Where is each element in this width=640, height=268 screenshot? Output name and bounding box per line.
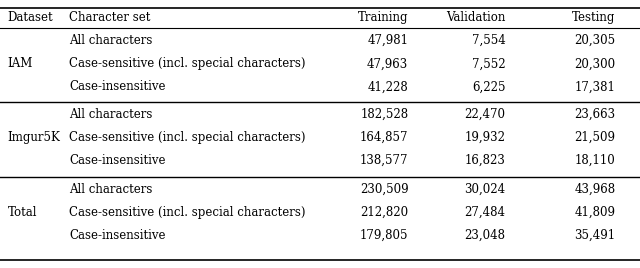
Text: IAM: IAM bbox=[8, 57, 33, 70]
Text: 6,225: 6,225 bbox=[472, 80, 506, 93]
Text: Testing: Testing bbox=[572, 11, 616, 24]
Text: Training: Training bbox=[358, 11, 408, 24]
Text: Case-insensitive: Case-insensitive bbox=[69, 80, 166, 93]
Text: 47,963: 47,963 bbox=[367, 57, 408, 70]
Text: Case-sensitive (incl. special characters): Case-sensitive (incl. special characters… bbox=[69, 131, 306, 144]
Text: Case-insensitive: Case-insensitive bbox=[69, 154, 166, 167]
Text: 47,981: 47,981 bbox=[367, 34, 408, 47]
Text: 19,932: 19,932 bbox=[465, 131, 506, 144]
Text: Case-insensitive: Case-insensitive bbox=[69, 229, 166, 242]
Text: 23,048: 23,048 bbox=[465, 229, 506, 242]
Text: 17,381: 17,381 bbox=[575, 80, 616, 93]
Text: 164,857: 164,857 bbox=[360, 131, 408, 144]
Text: Character set: Character set bbox=[69, 11, 150, 24]
Text: 182,528: 182,528 bbox=[360, 108, 408, 121]
Text: Case-sensitive (incl. special characters): Case-sensitive (incl. special characters… bbox=[69, 57, 306, 70]
Text: All characters: All characters bbox=[69, 34, 152, 47]
Text: 30,024: 30,024 bbox=[465, 183, 506, 196]
Text: Total: Total bbox=[8, 206, 37, 219]
Text: 23,663: 23,663 bbox=[575, 108, 616, 121]
Text: 20,300: 20,300 bbox=[575, 57, 616, 70]
Text: Dataset: Dataset bbox=[8, 11, 53, 24]
Text: Validation: Validation bbox=[446, 11, 506, 24]
Text: 20,305: 20,305 bbox=[575, 34, 616, 47]
Text: 179,805: 179,805 bbox=[360, 229, 408, 242]
Text: 212,820: 212,820 bbox=[360, 206, 408, 219]
Text: 21,509: 21,509 bbox=[575, 131, 616, 144]
Text: 41,228: 41,228 bbox=[367, 80, 408, 93]
Text: All characters: All characters bbox=[69, 108, 152, 121]
Text: 43,968: 43,968 bbox=[575, 183, 616, 196]
Text: 7,552: 7,552 bbox=[472, 57, 506, 70]
Text: Case-sensitive (incl. special characters): Case-sensitive (incl. special characters… bbox=[69, 206, 306, 219]
Text: 27,484: 27,484 bbox=[465, 206, 506, 219]
Text: 41,809: 41,809 bbox=[575, 206, 616, 219]
Text: All characters: All characters bbox=[69, 183, 152, 196]
Text: 7,554: 7,554 bbox=[472, 34, 506, 47]
Text: 16,823: 16,823 bbox=[465, 154, 506, 167]
Text: 35,491: 35,491 bbox=[575, 229, 616, 242]
Text: 18,110: 18,110 bbox=[575, 154, 616, 167]
Text: 138,577: 138,577 bbox=[360, 154, 408, 167]
Text: 230,509: 230,509 bbox=[360, 183, 408, 196]
Text: 22,470: 22,470 bbox=[465, 108, 506, 121]
Text: Imgur5K: Imgur5K bbox=[8, 131, 61, 144]
